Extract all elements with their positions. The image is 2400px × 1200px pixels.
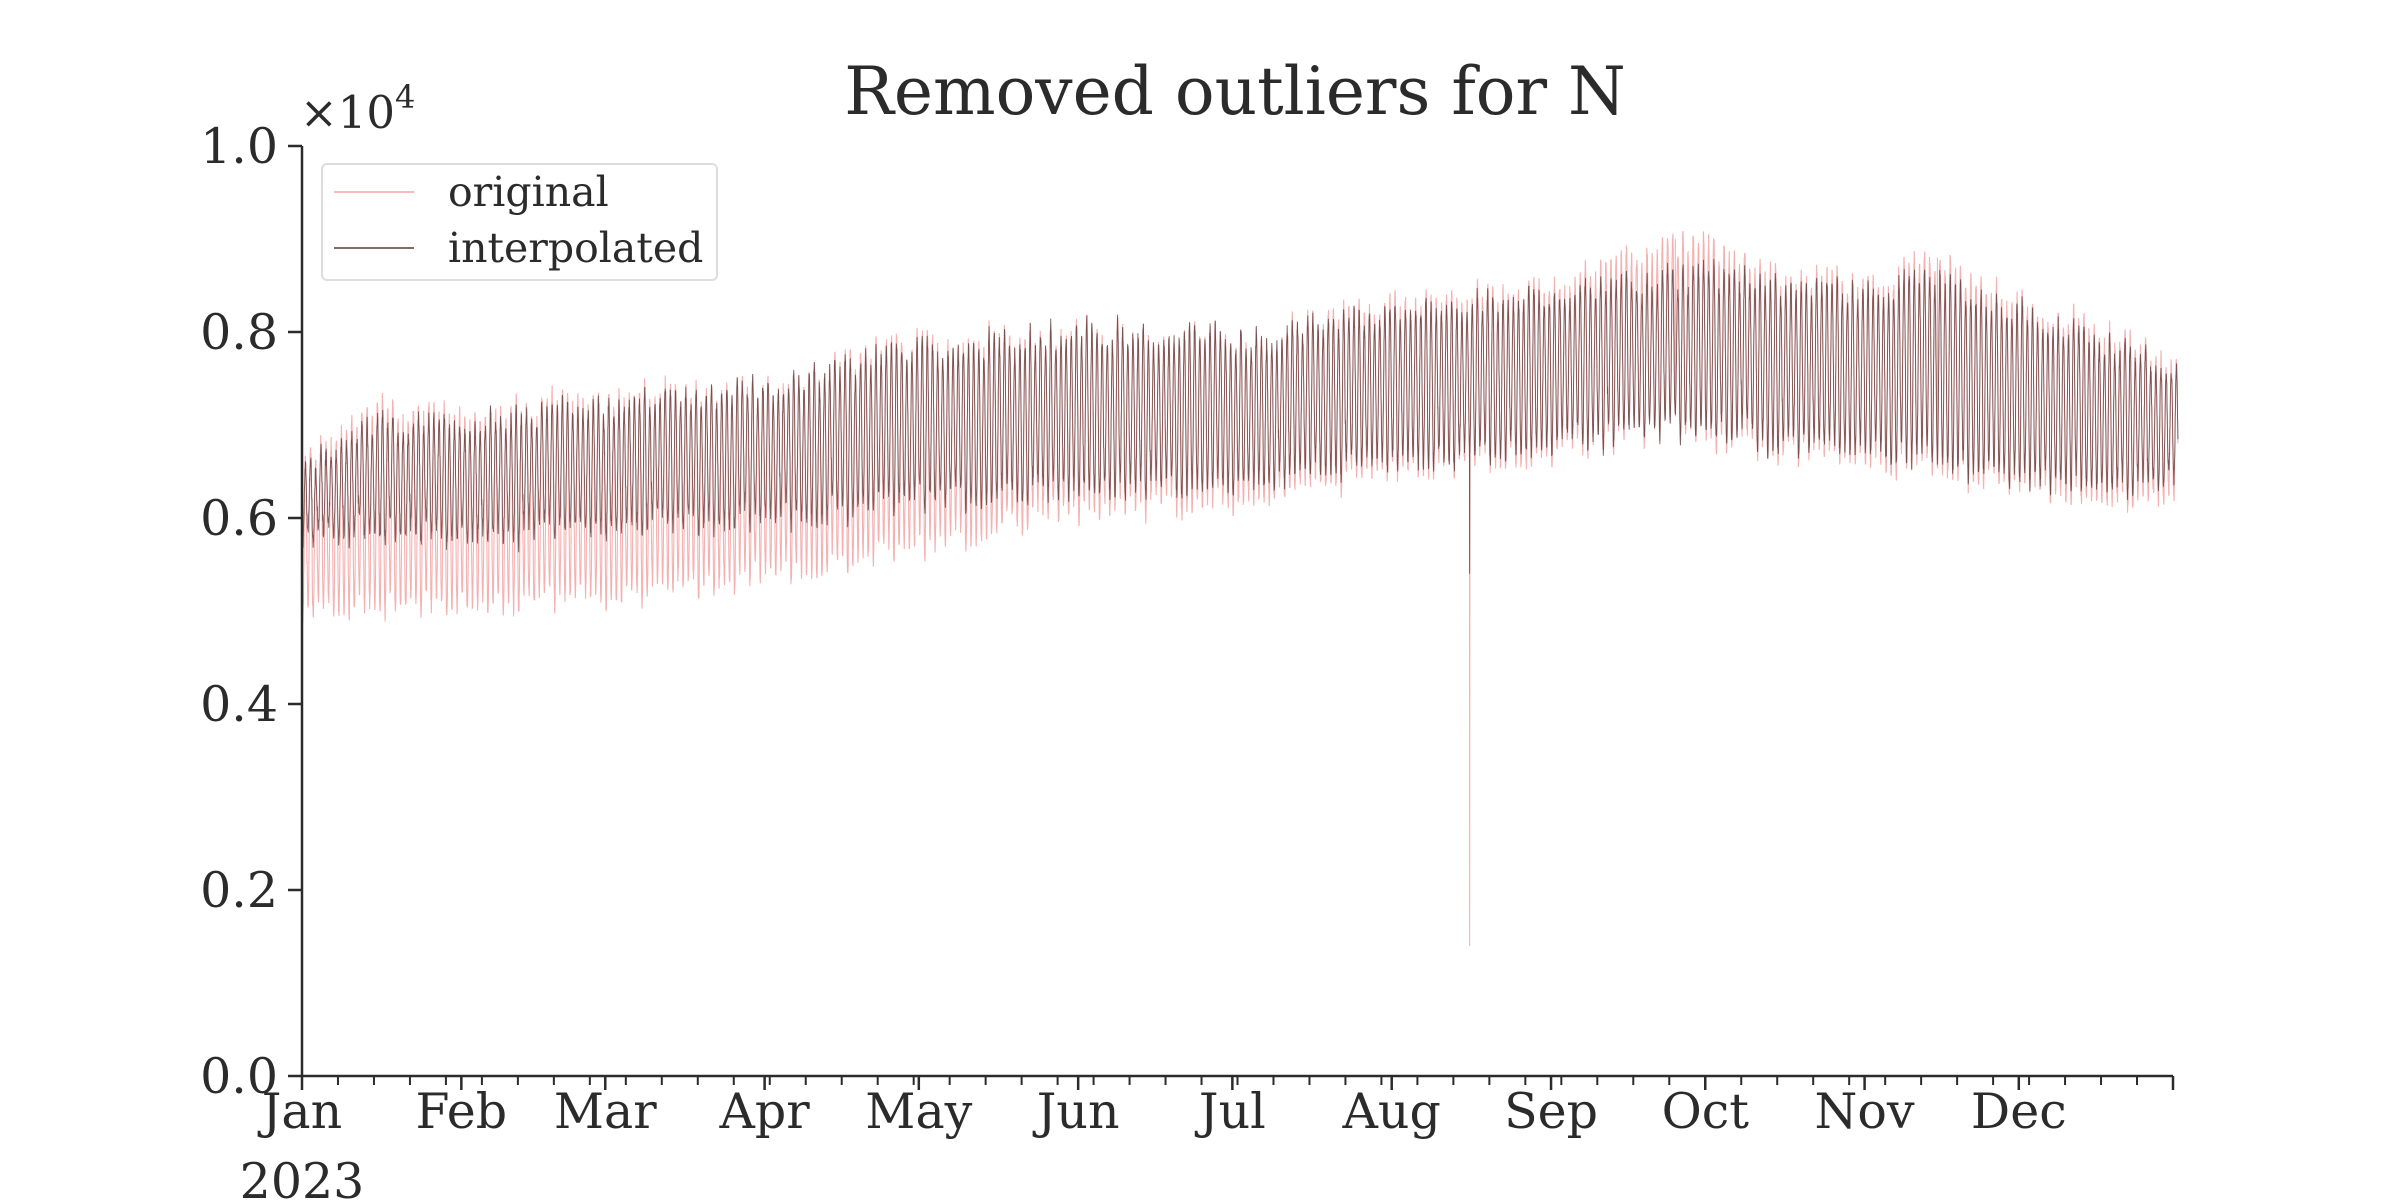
legend-label-original: original — [448, 168, 609, 216]
y-tick-label: 0.4 — [200, 676, 278, 733]
x-tick-label: Apr — [719, 1083, 811, 1140]
y-tick-label: 0.8 — [200, 304, 278, 361]
y-tick-label: 0.6 — [200, 490, 278, 547]
x-ticks: Jan Feb Mar Apr May Jun Jul Aug Sep Oct Nov Dec — [257, 1076, 2175, 1140]
y-ticks: 0.0 0.2 0.4 0.6 0.8 1.0 — [200, 118, 302, 1105]
x-tick-label: Jun — [1032, 1083, 1120, 1140]
x-year-label: 2023 — [240, 1153, 365, 1200]
chart-title: Removed outliers for N — [844, 53, 1626, 130]
x-tick-label: Aug — [1342, 1083, 1441, 1140]
series-line-interpolated — [301, 258, 2179, 574]
x-tick-label: Sep — [1504, 1083, 1598, 1140]
y-tick-label: 0.2 — [200, 862, 278, 919]
x-tick-label: Feb — [415, 1083, 507, 1140]
legend: original interpolated — [321, 163, 718, 281]
y-scale-exponent: 4 — [395, 78, 415, 116]
y-scale-factor: ×104 — [300, 78, 415, 139]
legend-label-interpolated: interpolated — [448, 224, 703, 272]
x-tick-label: Oct — [1662, 1083, 1750, 1140]
x-tick-label: Jul — [1194, 1083, 1266, 1140]
x-tick-label: Nov — [1815, 1083, 1915, 1140]
x-tick-label: Mar — [554, 1083, 657, 1140]
legend-box — [321, 163, 718, 281]
series-layer — [301, 230, 2179, 946]
svg-text:×104: ×104 — [300, 78, 415, 139]
y-tick-label: 1.0 — [200, 118, 278, 175]
series-line-original — [301, 230, 2179, 946]
x-tick-label: Jan — [257, 1083, 342, 1140]
y-tick-label: 0.0 — [200, 1048, 278, 1105]
y-scale-label: ×10 — [300, 86, 395, 139]
x-tick-label: May — [865, 1083, 972, 1140]
x-tick-label: Dec — [1971, 1083, 2067, 1140]
